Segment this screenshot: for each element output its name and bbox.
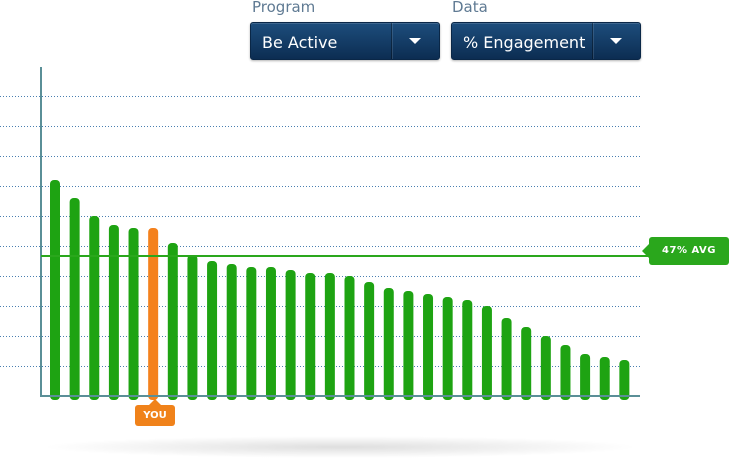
bar <box>344 276 355 400</box>
chevron-down-icon <box>409 38 421 44</box>
bar <box>619 360 630 400</box>
you-badge: YOU <box>135 399 175 426</box>
bar <box>462 300 473 400</box>
bar <box>285 270 296 400</box>
bar <box>383 288 394 400</box>
bar <box>246 267 257 400</box>
bar <box>364 282 375 400</box>
bar <box>599 357 610 400</box>
data-select-value: % Engagement <box>463 33 586 52</box>
program-select-toggle[interactable] <box>391 23 439 59</box>
bar <box>521 327 532 400</box>
chart-shadow <box>40 436 640 458</box>
data-select-toggle[interactable] <box>592 23 640 59</box>
highlight-bar <box>148 228 159 400</box>
program-select-value: Be Active <box>262 33 338 52</box>
bar <box>481 306 492 400</box>
bar <box>403 291 414 400</box>
bar <box>89 216 100 400</box>
bar <box>167 243 178 400</box>
bar <box>187 255 198 400</box>
bar <box>560 345 571 400</box>
bar <box>128 228 139 400</box>
bar <box>423 294 434 400</box>
average-badge: 47% AVG <box>642 237 729 265</box>
bar <box>226 264 237 400</box>
bar <box>540 336 551 400</box>
bar <box>501 318 512 400</box>
bar <box>69 198 80 400</box>
data-select[interactable]: % Engagement <box>451 22 641 60</box>
data-label: Data <box>452 0 488 16</box>
program-label: Program <box>252 0 316 16</box>
bar <box>50 180 60 400</box>
bar <box>207 261 218 400</box>
program-select[interactable]: Be Active <box>250 22 440 60</box>
bar <box>442 297 453 400</box>
bar <box>108 225 119 400</box>
bar <box>580 354 591 400</box>
chevron-down-icon <box>610 38 622 44</box>
bar <box>265 267 276 400</box>
bar <box>305 273 316 400</box>
bar <box>324 273 335 400</box>
